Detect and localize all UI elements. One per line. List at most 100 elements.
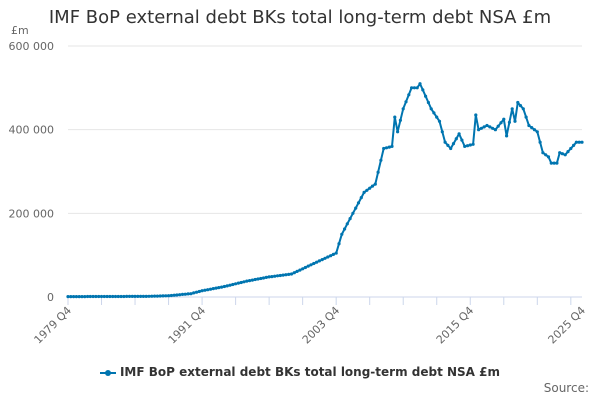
data-point [253, 277, 257, 282]
data-point [273, 274, 277, 278]
series-layer [66, 82, 584, 299]
data-point [315, 260, 319, 264]
data-point [510, 107, 514, 111]
data-point [424, 94, 428, 98]
data-point [468, 143, 472, 147]
data-point [214, 286, 218, 290]
x-axis-tick-labels: 1979 Q4 1991 Q4 2003 Q4 2015 Q4 2025 Q4 [32, 304, 589, 347]
data-point [192, 291, 196, 295]
data-point [88, 294, 92, 299]
data-point [560, 152, 565, 156]
data-point [404, 100, 408, 104]
data-point [206, 288, 210, 292]
y-axis-unit-label: £m [11, 24, 29, 37]
data-point [278, 273, 282, 278]
data-point [303, 265, 307, 270]
data-point [169, 293, 173, 298]
data-point [368, 186, 372, 190]
data-point [496, 124, 500, 128]
data-point [552, 161, 556, 165]
data-point [446, 143, 450, 147]
data-point [66, 295, 70, 299]
data-point [167, 294, 171, 298]
data-point [493, 128, 497, 132]
data-point [370, 184, 375, 188]
data-point [113, 294, 118, 299]
data-point [144, 294, 148, 298]
data-point [396, 130, 400, 134]
data-point [331, 252, 335, 256]
data-point [474, 113, 478, 117]
data-point [287, 272, 291, 276]
data-point [421, 88, 425, 92]
data-point [387, 145, 391, 149]
data-point [574, 140, 579, 144]
data-point [220, 285, 224, 289]
data-point [97, 294, 101, 299]
legend-swatch-icon [99, 369, 116, 377]
x-tick-label: 2025 Q4 [546, 304, 589, 347]
data-point [359, 196, 363, 200]
data-point [398, 118, 402, 122]
data-point [518, 104, 523, 108]
data-point [499, 121, 503, 125]
data-point [482, 125, 486, 129]
data-point [102, 294, 106, 299]
data-point [309, 263, 313, 267]
data-point [451, 142, 456, 146]
data-point [111, 294, 115, 299]
data-point [527, 123, 531, 128]
data-point [222, 284, 226, 289]
data-point [186, 292, 190, 296]
data-point [390, 144, 394, 148]
data-point [549, 161, 553, 165]
data-point [228, 283, 232, 287]
data-point [175, 293, 179, 297]
data-point [351, 211, 355, 215]
data-point [133, 294, 137, 298]
legend[interactable]: IMF BoP external debt BKs total long-ter… [0, 365, 600, 379]
data-point [147, 294, 151, 298]
data-point [298, 268, 302, 272]
data-point [136, 294, 140, 298]
data-point [172, 293, 176, 297]
data-point [521, 107, 525, 111]
data-point [122, 294, 126, 299]
data-point [197, 289, 201, 294]
data-point [329, 254, 333, 258]
data-point [231, 282, 235, 287]
data-point [295, 269, 299, 273]
x-tick-label: 2015 Q4 [434, 304, 477, 347]
data-point [217, 286, 221, 290]
data-point [127, 294, 132, 298]
y-tick-label: 400 000 [9, 124, 55, 137]
data-point [502, 117, 506, 121]
data-point [306, 264, 310, 268]
data-point [432, 111, 436, 115]
chart-title: IMF BoP external debt BKs total long-ter… [48, 7, 552, 28]
data-point [292, 271, 296, 275]
y-tick-label: 0 [47, 291, 54, 304]
data-point [524, 115, 528, 119]
data-point [236, 281, 240, 285]
data-point [105, 294, 109, 299]
data-point [580, 140, 584, 144]
data-point [161, 294, 165, 298]
data-point [194, 290, 199, 294]
data-point [566, 150, 570, 154]
data-point [270, 275, 274, 279]
data-point [577, 140, 581, 144]
data-point [555, 161, 559, 165]
data-point [139, 294, 143, 298]
data-point [74, 295, 78, 299]
data-point [267, 275, 271, 279]
data-point [326, 255, 330, 259]
data-point [289, 272, 294, 276]
data-point [141, 294, 145, 298]
data-point [317, 259, 321, 263]
data-point [440, 130, 444, 134]
data-point [410, 86, 414, 90]
data-point [384, 146, 389, 150]
data-point [248, 279, 252, 283]
data-point [178, 293, 182, 297]
